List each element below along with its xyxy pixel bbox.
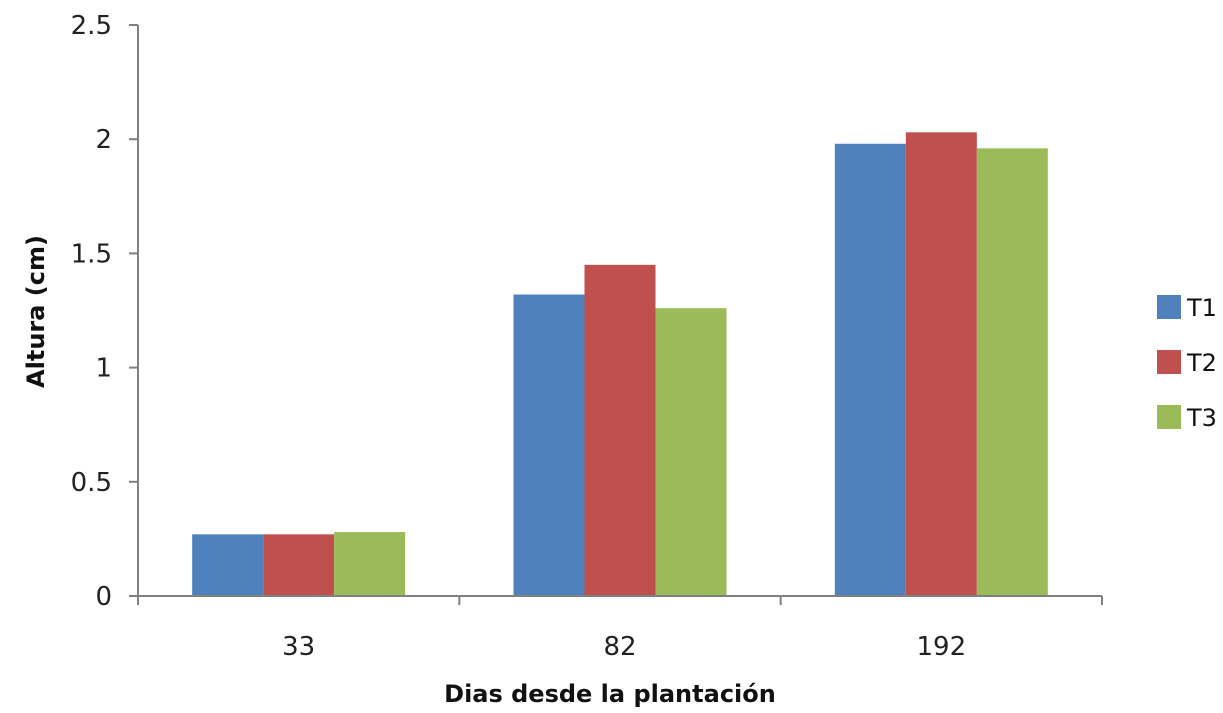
x-ticks-layer: 33 82 192 bbox=[137, 596, 1103, 662]
bar-t1-33 bbox=[192, 534, 264, 596]
bars-layer bbox=[192, 132, 1048, 596]
y-tick-label: 1 bbox=[95, 354, 112, 384]
legend-swatch-t3 bbox=[1157, 405, 1181, 429]
y-tick-label: 2 bbox=[95, 125, 112, 155]
legend-label-t2: T2 bbox=[1186, 349, 1217, 377]
bar-t3-82 bbox=[655, 308, 727, 596]
y-tick-label: 1.5 bbox=[71, 239, 112, 269]
y-tick-label: 2.5 bbox=[71, 11, 112, 41]
bar-t2-33 bbox=[263, 534, 335, 596]
y-ticks-layer: 0 0.5 1 1.5 2 2.5 bbox=[71, 11, 138, 612]
bar-t3-33 bbox=[334, 532, 406, 596]
x-axis-title: Dias desde la plantación bbox=[444, 680, 776, 708]
legend-swatch-t2 bbox=[1157, 350, 1181, 374]
bar-t2-192 bbox=[905, 132, 977, 596]
x-tick-label: 82 bbox=[603, 632, 636, 662]
legend-label-t3: T3 bbox=[1186, 404, 1217, 432]
bar-t2-82 bbox=[584, 264, 656, 596]
bar-t3-192 bbox=[976, 148, 1048, 596]
x-tick-label: 33 bbox=[282, 632, 315, 662]
x-tick-label: 192 bbox=[917, 632, 967, 662]
bar-t1-82 bbox=[513, 294, 585, 596]
y-tick-label: 0.5 bbox=[71, 468, 112, 498]
legend: T1 T2 T3 bbox=[1157, 294, 1217, 432]
legend-swatch-t1 bbox=[1157, 295, 1181, 319]
y-axis-title: Altura (cm) bbox=[22, 235, 50, 388]
y-tick-label: 0 bbox=[95, 582, 112, 612]
legend-label-t1: T1 bbox=[1186, 294, 1217, 322]
bar-t1-192 bbox=[834, 143, 906, 596]
